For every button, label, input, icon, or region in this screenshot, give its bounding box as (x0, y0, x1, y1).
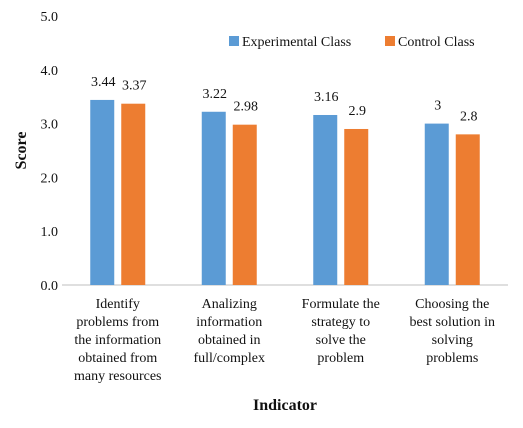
x-tick-label: obtained from (78, 351, 157, 366)
bar-experimental (90, 99, 115, 285)
x-tick-label: solving (432, 333, 473, 348)
data-label: 2.9 (349, 104, 367, 119)
data-label: 3 (434, 99, 441, 114)
x-axis-title: Indicator (253, 397, 317, 414)
legend-label-control: Control Class (398, 35, 475, 50)
x-tick-label: Choosing the (415, 297, 489, 312)
data-label: 3.37 (122, 79, 147, 94)
data-label: 2.8 (460, 109, 478, 124)
x-axis-category-labels: Identify problems from the information obta… (74, 297, 495, 384)
x-tick-label: strategy to (311, 315, 370, 330)
x-tick-label: Identify (96, 297, 140, 312)
y-tick-label: 4.0 (41, 64, 59, 79)
bar-experimental (424, 123, 449, 285)
legend-label-experimental: Experimental Class (242, 35, 351, 50)
x-tick-label: full/complex (193, 351, 265, 366)
x-tick-label: problems from (76, 315, 159, 330)
y-tick-label: 5.0 (41, 10, 59, 25)
data-label: 3.22 (203, 87, 228, 102)
x-tick-label: problem (317, 351, 364, 366)
y-tick-label: 3.0 (41, 118, 59, 133)
data-labels: 3.44 3.22 3.16 3 3.37 2.98 2.9 2.8 (91, 75, 478, 124)
y-tick-label: 2.0 (41, 171, 59, 186)
legend-swatch-control (385, 36, 395, 46)
data-label: 3.16 (314, 90, 339, 105)
bar-control (121, 103, 146, 285)
bar-control (455, 134, 480, 285)
x-tick-label: best solution in (409, 315, 495, 330)
bar-experimental (313, 114, 338, 285)
x-tick-label: information (196, 315, 262, 330)
bar-control (232, 124, 257, 286)
bar-experimental (201, 111, 226, 285)
data-label: 2.98 (234, 100, 259, 115)
y-axis-ticks: 0.0 1.0 2.0 3.0 4.0 5.0 (41, 10, 59, 294)
legend-swatch-experimental (229, 36, 239, 46)
y-tick-label: 0.0 (41, 279, 59, 294)
legend: Experimental Class Control Class (229, 35, 475, 50)
x-tick-label: Formulate the (302, 297, 380, 312)
y-axis-title: Score (13, 132, 30, 170)
x-tick-label: Analizing (202, 297, 257, 312)
data-label: 3.44 (91, 75, 116, 90)
x-tick-label: many resources (74, 369, 161, 384)
x-tick-label: obtained in (198, 333, 261, 348)
x-tick-label: solve the (316, 333, 366, 348)
bar-control (344, 128, 369, 285)
bars (90, 99, 480, 286)
x-tick-label: the information (74, 333, 161, 348)
x-tick-label: problems (426, 351, 478, 366)
y-tick-label: 1.0 (41, 225, 59, 240)
